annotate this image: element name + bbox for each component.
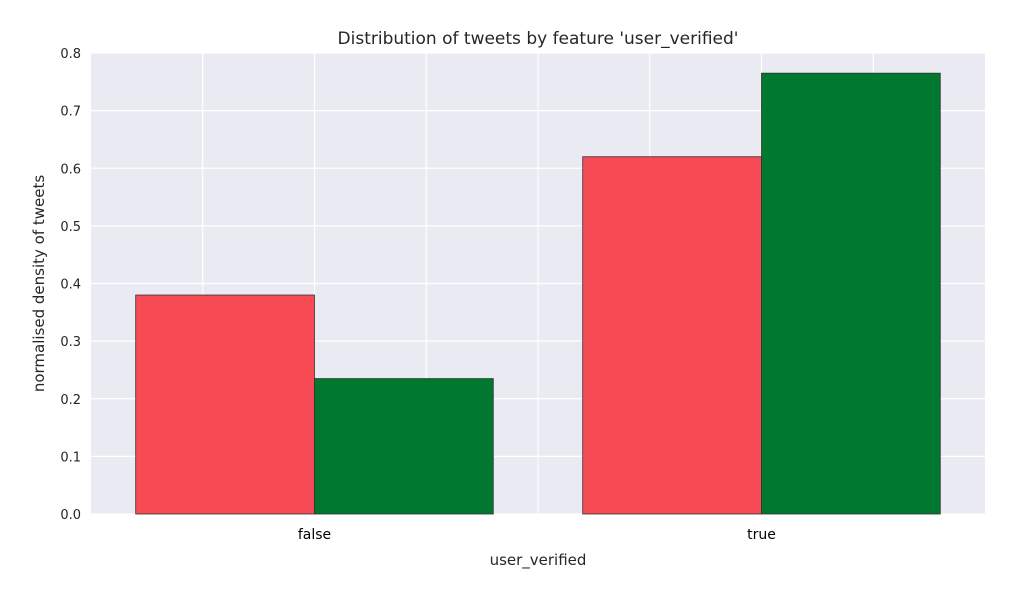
y-tick-label: 0.7 <box>60 105 81 120</box>
chart-title: Distribution of tweets by feature 'user_… <box>338 29 739 49</box>
x-tick-label-false: false <box>298 527 331 543</box>
y-tick-label: 0.4 <box>60 278 81 293</box>
x-axis-ticks: false true <box>298 527 776 543</box>
x-tick-label-true: true <box>747 527 776 543</box>
bar-false-1 <box>135 294 315 515</box>
y-tick-label: 0.5 <box>60 220 81 235</box>
y-tick-label: 0.8 <box>60 47 81 62</box>
bar-true-1 <box>582 156 762 515</box>
y-tick-label: 0.0 <box>60 508 81 523</box>
y-tick-label: 0.6 <box>60 162 81 177</box>
bars <box>135 72 941 515</box>
bar-true-2 <box>761 72 941 515</box>
y-axis-ticks: 0.0 0.1 0.2 0.3 0.4 0.5 0.6 0.7 0.8 <box>60 47 81 523</box>
y-tick-label: 0.2 <box>60 393 81 408</box>
x-axis-label: user_verified <box>490 551 587 570</box>
y-tick-label: 0.3 <box>60 335 81 350</box>
y-axis-label: normalised density of tweets <box>30 175 48 393</box>
bar-false-2 <box>314 378 494 515</box>
y-tick-label: 0.1 <box>60 450 81 465</box>
